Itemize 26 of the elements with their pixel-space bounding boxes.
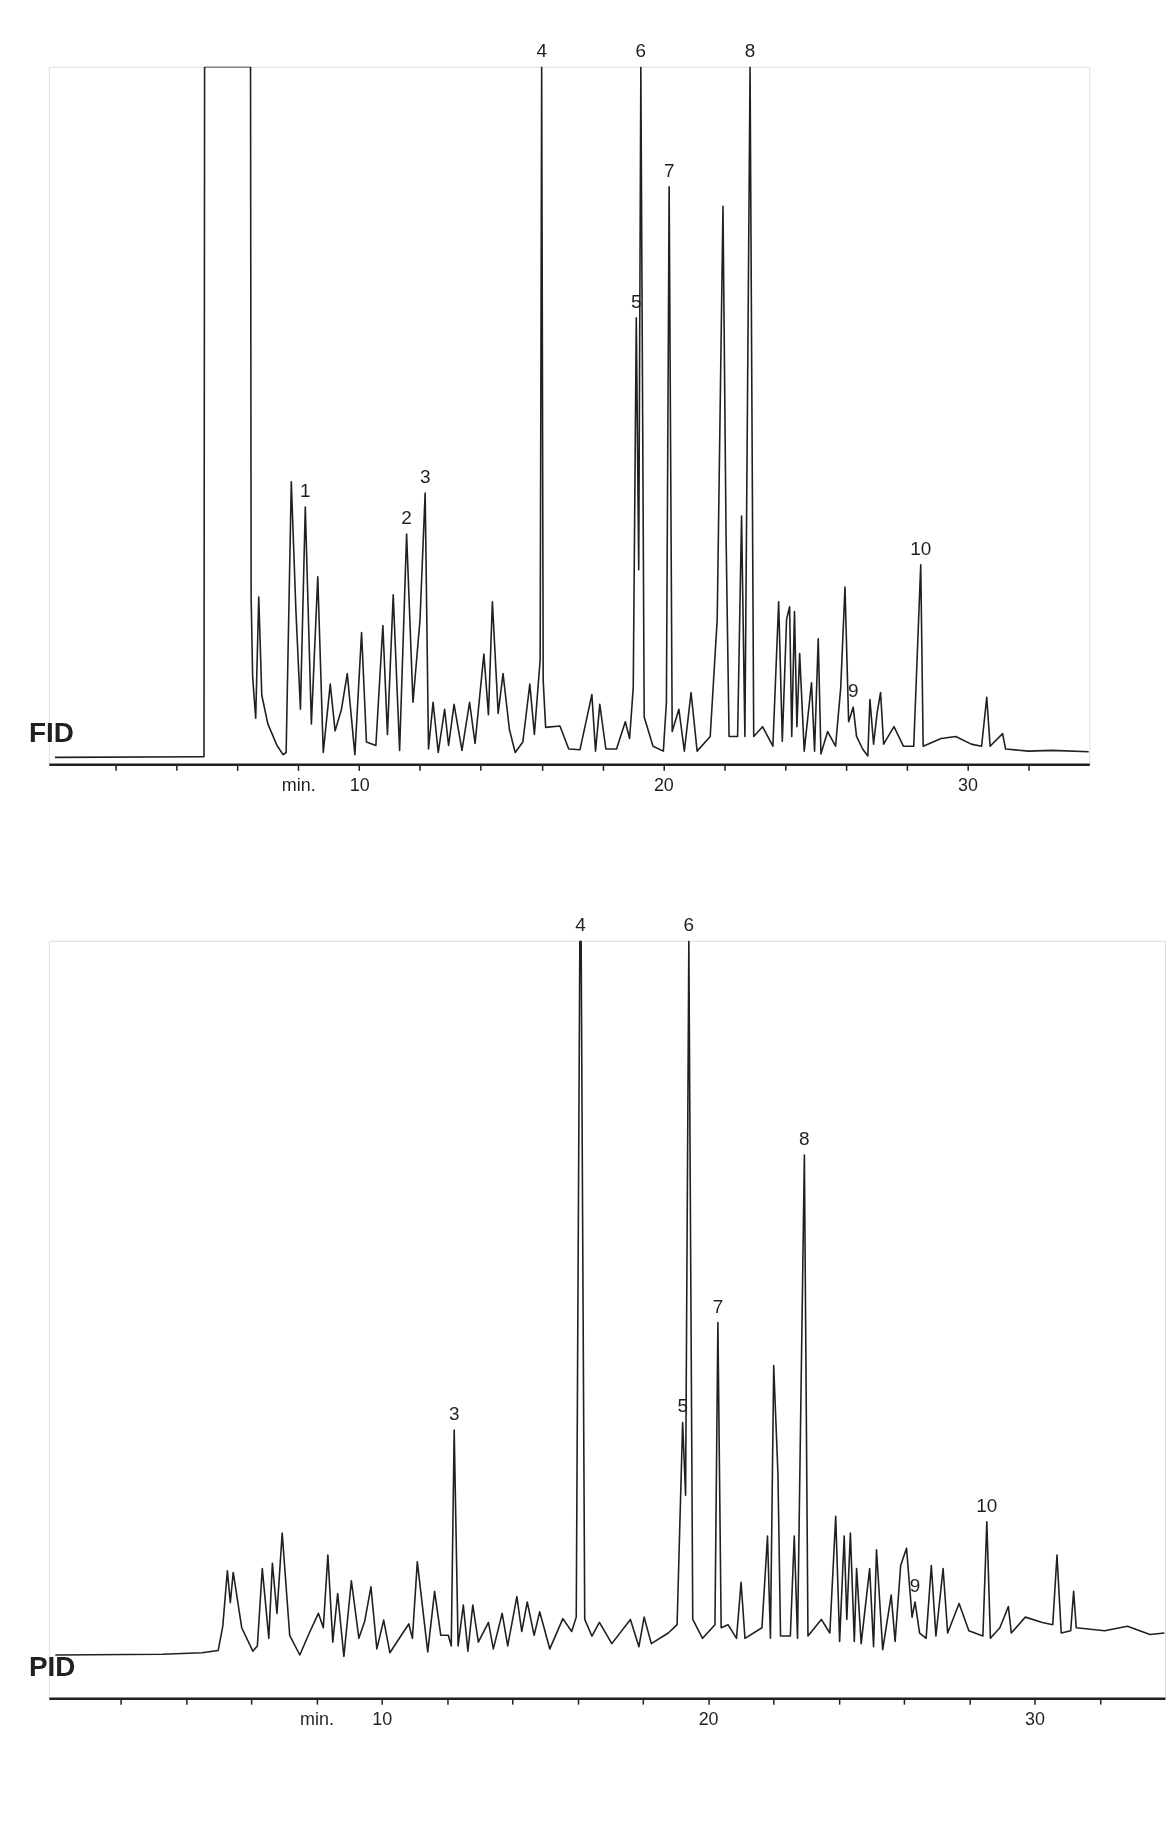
text: FID: [28, 717, 74, 749]
annotation: 2: [401, 507, 412, 529]
annotation: 4: [575, 913, 586, 935]
annotation: 6: [635, 39, 647, 61]
x-tick-label: 30: [1025, 1708, 1045, 1729]
x-tick-label: 10: [372, 1708, 393, 1729]
annotation: 10: [910, 537, 932, 559]
annotation: 1: [300, 479, 311, 501]
annotation: 10: [976, 1494, 998, 1516]
annotation: 9: [909, 1575, 921, 1596]
x-tick-label: min.: [300, 1708, 334, 1729]
annotation: 7: [663, 159, 675, 181]
text: PID: [28, 1651, 76, 1683]
x-tick-label: 20: [653, 774, 674, 795]
x-tick-label: 10: [349, 774, 370, 795]
annotation: 8: [799, 1128, 810, 1150]
x-tick-label: 20: [698, 1708, 719, 1729]
annotation: 3: [419, 466, 431, 488]
annotation: 8: [744, 39, 756, 61]
x-tick-label: min.: [281, 774, 316, 795]
annotation: 3: [448, 1403, 460, 1425]
x-tick-label: 30: [958, 774, 979, 795]
annotation: 4: [536, 39, 547, 61]
annotation: 9: [847, 680, 859, 702]
annotation: 6: [683, 913, 695, 935]
annotation: 7: [712, 1295, 724, 1317]
